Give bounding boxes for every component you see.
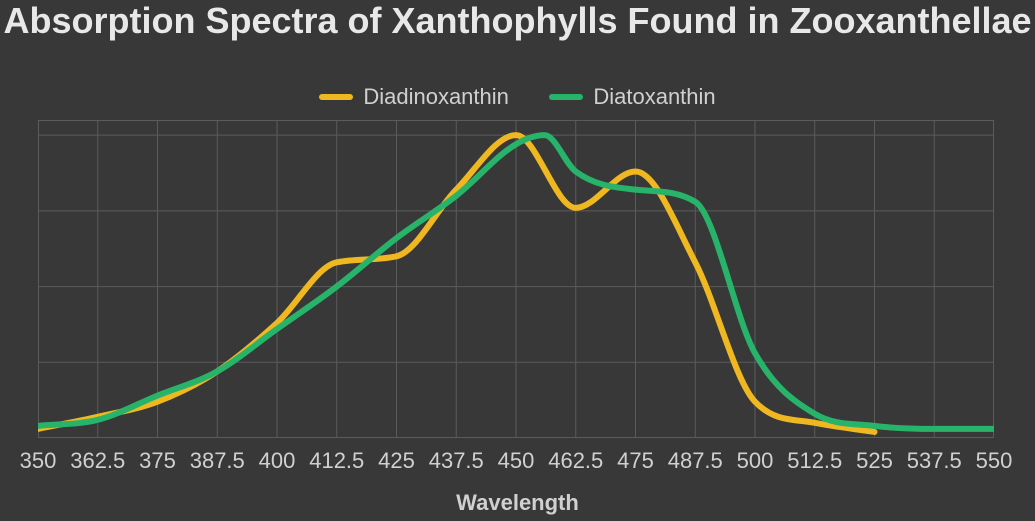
chart-title: Absorption Spectra of Xanthophylls Found… [0,2,1035,40]
legend-item: Diatoxanthin [549,84,715,110]
x-tick-label: 437.5 [429,448,484,474]
x-axis-title: Wavelength [0,490,1035,516]
x-tick-label: 362.5 [70,448,125,474]
legend-swatch-icon [319,94,353,100]
x-tick-label: 487.5 [668,448,723,474]
x-tick-label: 500 [737,448,774,474]
x-tick-label: 525 [856,448,893,474]
x-tick-label: 450 [498,448,535,474]
x-tick-label: 512.5 [787,448,842,474]
x-tick-label: 350 [20,448,57,474]
legend-item: Diadinoxanthin [319,84,509,110]
chart-legend: Diadinoxanthin Diatoxanthin [0,84,1035,110]
plot-area [38,120,994,438]
x-tick-label: 425 [378,448,415,474]
x-tick-label: 387.5 [190,448,245,474]
plot-svg [38,120,994,438]
x-tick-label: 375 [139,448,176,474]
x-tick-label: 475 [617,448,654,474]
x-tick-label: 400 [259,448,296,474]
x-tick-label: 462.5 [548,448,603,474]
x-tick-label: 537.5 [907,448,962,474]
legend-swatch-icon [549,94,583,100]
x-tick-label: 412.5 [309,448,364,474]
x-tick-label: 550 [976,448,1013,474]
legend-label: Diatoxanthin [593,84,715,110]
x-ticks: 350362.5375387.5400412.5425437.5450462.5… [38,448,994,476]
chart-container: Absorption Spectra of Xanthophylls Found… [0,0,1035,521]
legend-label: Diadinoxanthin [363,84,509,110]
